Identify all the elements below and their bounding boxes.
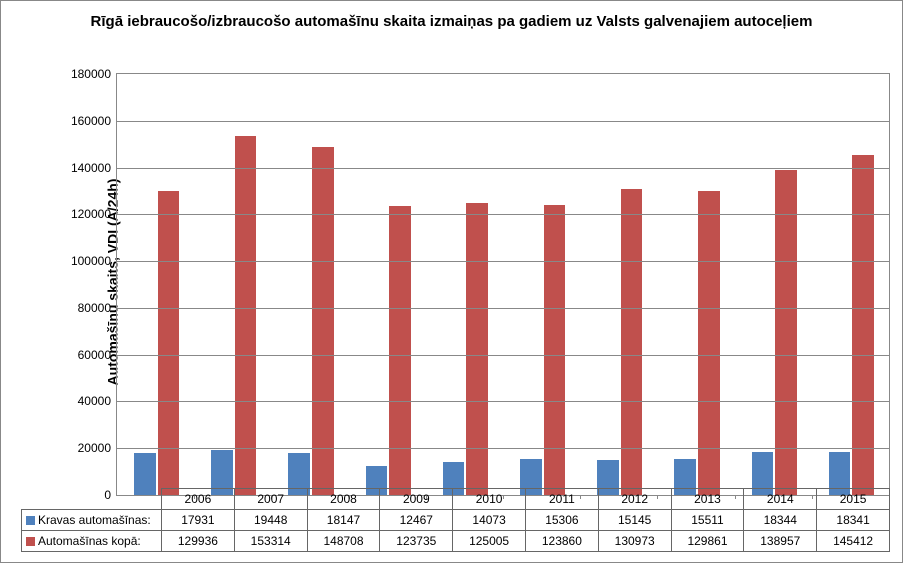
plot-area: 0200004000060000800001000001200001400001… (116, 73, 890, 496)
bar (852, 155, 874, 495)
bars-layer (117, 74, 889, 495)
bar-group (426, 74, 503, 495)
grid-line (117, 261, 889, 262)
y-tick-label: 180000 (71, 67, 111, 81)
y-tick-label: 120000 (71, 207, 111, 221)
grid-line (117, 214, 889, 215)
bar (775, 170, 797, 495)
data-cell: 123735 (380, 531, 453, 552)
bar-group (503, 74, 580, 495)
grid-line (117, 401, 889, 402)
category-header: 2011 (525, 489, 598, 510)
bar-group (194, 74, 271, 495)
grid-line (117, 355, 889, 356)
data-cell: 148708 (307, 531, 380, 552)
bar-group (657, 74, 734, 495)
y-tick-label: 140000 (71, 161, 111, 175)
data-cell: 153314 (234, 531, 307, 552)
category-header: 2010 (453, 489, 526, 510)
y-tick-label: 100000 (71, 254, 111, 268)
grid-line (117, 168, 889, 169)
category-header: 2006 (162, 489, 235, 510)
data-cell: 123860 (525, 531, 598, 552)
series-label: Automašīnas kopā: (38, 534, 141, 548)
bar (158, 191, 180, 495)
bar (389, 206, 411, 495)
bar-group (271, 74, 348, 495)
data-cell: 130973 (598, 531, 671, 552)
bar (544, 205, 566, 495)
category-header: 2008 (307, 489, 380, 510)
grid-line (117, 308, 889, 309)
category-header: 2007 (234, 489, 307, 510)
data-cell: 125005 (453, 531, 526, 552)
data-cell: 145412 (817, 531, 890, 552)
bar-group (117, 74, 194, 495)
bar (235, 136, 257, 495)
category-header: 2014 (744, 489, 817, 510)
data-cell: 14073 (453, 510, 526, 531)
data-cell: 12467 (380, 510, 453, 531)
data-cell: 18344 (744, 510, 817, 531)
grid-line (117, 121, 889, 122)
bar-group (735, 74, 812, 495)
data-cell: 129936 (162, 531, 235, 552)
y-tick-label: 80000 (78, 301, 111, 315)
data-cell: 19448 (234, 510, 307, 531)
chart-title: Rīgā iebraucošo/izbraucošo automašīnu sk… (1, 13, 902, 32)
bar-group (580, 74, 657, 495)
table-row: Kravas automašīnas:179311944818147124671… (22, 510, 890, 531)
data-cell: 18147 (307, 510, 380, 531)
y-tick-label: 60000 (78, 348, 111, 362)
series-label-cell: Automašīnas kopā: (22, 531, 162, 552)
data-table: 2006200720082009201020112012201320142015… (21, 488, 890, 552)
category-header: 2009 (380, 489, 453, 510)
table-row: Automašīnas kopā: 12993615331414870812373… (22, 531, 890, 552)
chart-container: Rīgā iebraucošo/izbraucošo automašīnu sk… (0, 0, 903, 563)
y-tick-label: 20000 (78, 441, 111, 455)
chart-title-text: Rīgā iebraucošo/izbraucošo automašīnu sk… (91, 13, 813, 30)
data-cell: 129861 (671, 531, 744, 552)
bar (466, 203, 488, 495)
data-cell: 138957 (744, 531, 817, 552)
data-cell: 15511 (671, 510, 744, 531)
category-header: 2015 (817, 489, 890, 510)
data-cell: 15306 (525, 510, 598, 531)
series-label-cell: Kravas automašīnas: (22, 510, 162, 531)
y-tick-label: 40000 (78, 394, 111, 408)
legend-swatch (26, 516, 35, 525)
bar (312, 147, 334, 495)
bar (698, 191, 720, 495)
series-label: Kravas automašīnas: (38, 513, 151, 527)
table-header-row: 2006200720082009201020112012201320142015 (22, 489, 890, 510)
data-cell: 17931 (162, 510, 235, 531)
category-header: 2012 (598, 489, 671, 510)
bar-group (349, 74, 426, 495)
category-header: 2013 (671, 489, 744, 510)
data-cell: 18341 (817, 510, 890, 531)
y-tick-label: 160000 (71, 114, 111, 128)
bar-group (812, 74, 889, 495)
data-cell: 15145 (598, 510, 671, 531)
legend-swatch (26, 537, 35, 546)
table-corner-cell (22, 489, 162, 510)
grid-line (117, 448, 889, 449)
